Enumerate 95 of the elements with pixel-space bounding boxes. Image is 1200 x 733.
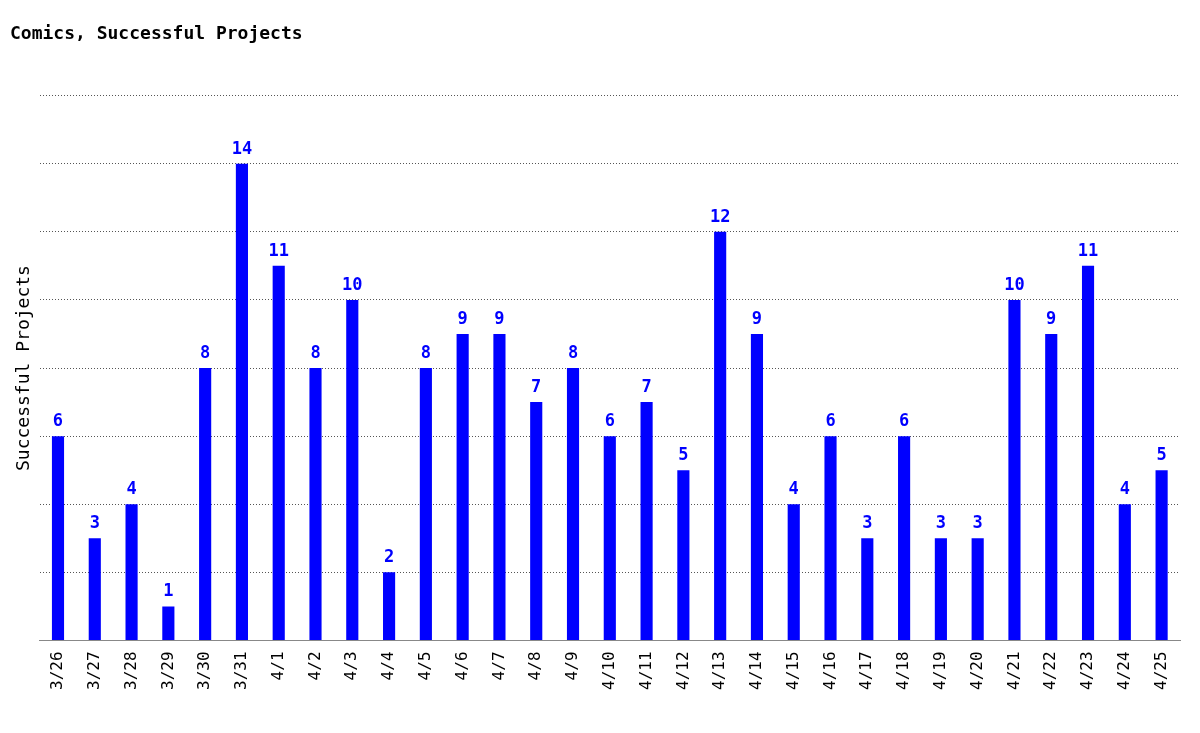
x-tick-label: 4/15: [782, 651, 802, 690]
x-tick-label: 4/6: [451, 651, 471, 681]
bar: [603, 436, 616, 640]
x-tick-label: 4/25: [1150, 651, 1170, 690]
data-label: 14: [231, 137, 253, 158]
data-label: 7: [531, 376, 542, 397]
data-label: 7: [641, 376, 652, 397]
x-tick-label: 4/20: [966, 651, 986, 690]
bar: [1008, 299, 1021, 640]
bar: [51, 436, 65, 640]
bar: [530, 402, 543, 640]
x-tick-label: 4/21: [1003, 651, 1023, 690]
x-tick-label: 4/11: [635, 651, 655, 690]
x-tick-label: 4/4: [378, 651, 398, 681]
x-tick-label: 4/12: [672, 651, 692, 690]
bar: [824, 436, 837, 640]
bar: [1155, 470, 1168, 640]
data-label: 6: [52, 410, 64, 431]
data-label: 10: [342, 273, 363, 294]
x-tick-label: 4/19: [930, 651, 950, 690]
bar: [861, 538, 874, 640]
data-label: 8: [200, 341, 211, 362]
x-tick-label: 3/26: [47, 651, 67, 690]
data-label: 5: [1156, 444, 1167, 465]
x-tick-label: 4/23: [1077, 651, 1097, 690]
data-label: 9: [494, 307, 505, 328]
x-tick-label: 4/14: [746, 651, 766, 690]
bar: [383, 572, 396, 640]
x-tick-label: 4/18: [893, 651, 913, 690]
x-tick-label: 4/3: [341, 651, 361, 681]
x-tick-label: 4/5: [415, 651, 435, 681]
x-tick-label: 3/28: [120, 651, 140, 690]
bar: [88, 538, 101, 640]
y-axis-title: Successful Projects: [12, 265, 34, 471]
bar: [199, 368, 212, 640]
data-label: 8: [310, 341, 321, 362]
bar: [1045, 333, 1058, 640]
bar: [640, 402, 653, 640]
bar: [235, 163, 248, 640]
data-label: 11: [1077, 239, 1099, 260]
chart-title: Comics, Successful Projects: [10, 22, 303, 44]
bar: [971, 538, 984, 640]
x-tick-label: 3/30: [194, 651, 214, 690]
data-label: 4: [126, 478, 137, 499]
bar: [162, 606, 175, 640]
x-tick-label: 4/9: [562, 651, 582, 681]
x-tick-label: 4/17: [856, 651, 876, 690]
x-tick-label: 3/27: [83, 651, 103, 690]
data-label: 4: [788, 478, 799, 499]
x-tick-label: 4/8: [525, 651, 545, 681]
x-tick-label: 4/7: [488, 651, 508, 681]
data-label: 9: [1046, 307, 1057, 328]
x-tick-label: 4/22: [1040, 651, 1060, 690]
bar: [566, 368, 580, 640]
x-tick-label: 3/29: [157, 651, 177, 690]
data-label: 8: [567, 341, 579, 362]
bar: [1118, 504, 1131, 640]
bar: [309, 368, 322, 640]
bar: [898, 436, 911, 640]
data-label: 3: [862, 512, 873, 533]
data-label: 3: [935, 512, 947, 533]
bar: [750, 333, 764, 640]
data-label: 10: [1004, 273, 1025, 294]
x-tick-label: 4/16: [819, 651, 839, 690]
data-label: 3: [89, 512, 100, 533]
data-label: 12: [709, 205, 731, 226]
x-tick-label: 4/10: [598, 651, 618, 690]
x-tick-label: 4/1: [267, 651, 287, 681]
bar: [272, 265, 285, 640]
data-label: 11: [268, 239, 289, 260]
bar: [787, 504, 800, 640]
bar: [1081, 265, 1095, 640]
bar: [125, 504, 138, 640]
bar: [419, 368, 432, 640]
x-tick-label: 4/24: [1113, 651, 1133, 690]
bar: [493, 333, 506, 640]
bar: [934, 538, 947, 640]
bar: [677, 470, 690, 640]
data-label: 1: [163, 580, 174, 601]
data-label: 9: [751, 307, 763, 328]
x-tick-label: 4/13: [709, 651, 729, 690]
data-label: 4: [1119, 478, 1130, 499]
data-label: 6: [898, 410, 910, 431]
bar: [456, 333, 469, 640]
data-label: 6: [825, 410, 836, 431]
bar: [346, 299, 359, 640]
bar: [714, 231, 727, 640]
x-tick-label: 3/31: [231, 651, 251, 690]
data-label: 2: [383, 546, 395, 567]
data-label: 6: [604, 410, 615, 431]
data-label: 5: [678, 444, 689, 465]
data-label: 9: [457, 307, 468, 328]
data-label: 3: [972, 512, 983, 533]
x-tick-label: 4/2: [304, 651, 324, 681]
data-label: 8: [420, 341, 431, 362]
